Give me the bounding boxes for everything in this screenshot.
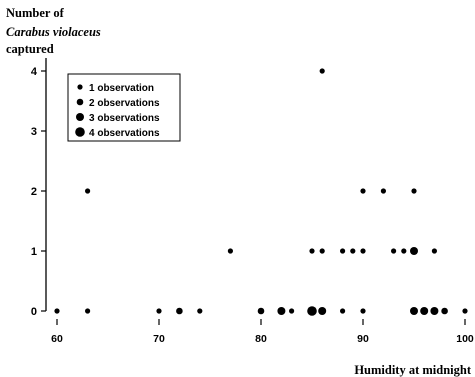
data-point-14 <box>430 307 439 315</box>
legend-label-4: 4 observations <box>89 128 160 139</box>
data-point-30 <box>411 188 417 194</box>
data-point-3 <box>176 307 183 315</box>
legend-marker-2 <box>76 98 84 106</box>
x-tick-label-60: 60 <box>51 333 63 345</box>
data-point-23 <box>391 248 397 254</box>
data-point-0 <box>54 308 60 314</box>
y-tick-label-1: 1 <box>31 246 37 258</box>
y-tick-label-4: 4 <box>31 66 38 78</box>
legend-label-2: 2 observations <box>89 98 160 109</box>
data-point-4 <box>197 308 203 314</box>
data-point-18 <box>309 248 315 254</box>
data-point-12 <box>410 307 418 315</box>
x-tick-label-80: 80 <box>255 333 267 345</box>
data-point-28 <box>360 188 366 194</box>
data-point-27 <box>85 188 91 194</box>
y-axis-label-line-2: Carabus violaceus <box>6 25 101 39</box>
legend-label-1: 1 observation <box>89 83 154 94</box>
legend-marker-4 <box>75 127 85 137</box>
data-point-25 <box>410 247 418 255</box>
data-point-16 <box>462 308 468 314</box>
x-axis-label: Humidity at midnight <box>354 363 472 377</box>
data-point-1 <box>85 308 91 314</box>
data-point-2 <box>156 308 162 314</box>
data-point-11 <box>360 308 366 314</box>
data-point-21 <box>350 248 356 254</box>
data-point-7 <box>289 308 295 314</box>
y-axis-label: Number of Carabus violaceus captured <box>6 6 101 56</box>
data-point-20 <box>340 248 346 254</box>
legend-items: 1 observation 2 observations 3 observation… <box>75 83 160 139</box>
data-point-19 <box>319 248 325 254</box>
data-point-9 <box>318 307 327 315</box>
ticks: 0 1 2 3 4 60 70 80 90 100 <box>31 66 474 345</box>
y-axis-label-line-3: captured <box>6 42 54 56</box>
data-point-17 <box>227 248 233 254</box>
y-tick-label-2: 2 <box>31 186 37 198</box>
y-axis-label-line-1: Number of <box>6 6 65 20</box>
data-point-24 <box>401 248 407 254</box>
data-point-6 <box>277 307 286 315</box>
legend-label-3: 3 observations <box>89 113 160 124</box>
data-point-29 <box>380 188 386 194</box>
y-tick-label-0: 0 <box>31 306 37 318</box>
legend: 1 observation 2 observations 3 observation… <box>67 73 181 142</box>
legend-box <box>67 73 181 142</box>
x-tick-label-90: 90 <box>357 333 369 345</box>
legend-marker-3 <box>76 113 84 121</box>
data-points <box>54 68 468 316</box>
data-point-8 <box>307 306 317 316</box>
data-point-15 <box>441 307 448 315</box>
x-tick-label-100: 100 <box>456 333 474 345</box>
data-point-10 <box>340 308 346 314</box>
data-point-22 <box>360 248 366 254</box>
data-point-13 <box>420 307 429 315</box>
legend-marker-1 <box>77 84 83 90</box>
y-tick-label-3: 3 <box>31 126 37 138</box>
x-tick-label-70: 70 <box>153 333 165 345</box>
data-point-26 <box>431 248 437 254</box>
data-point-5 <box>257 307 265 315</box>
data-point-31 <box>319 68 325 74</box>
